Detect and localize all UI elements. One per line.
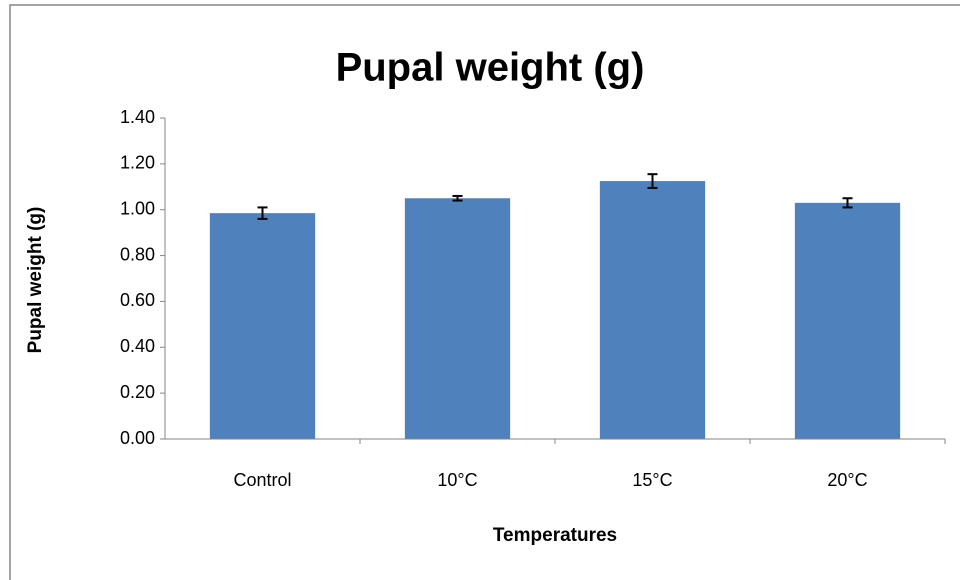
bar	[794, 202, 901, 439]
x-tick-label: Control	[233, 470, 291, 490]
y-tick-label: 0.60	[120, 290, 155, 310]
x-tick-label: 10°C	[437, 470, 477, 490]
y-tick-label: 0.20	[120, 382, 155, 402]
error-bar	[452, 194, 463, 202]
bar	[209, 213, 316, 439]
y-tick-label: 1.00	[120, 198, 155, 218]
y-tick-label: 1.40	[120, 107, 155, 127]
y-axis-label: Pupal weight (g)	[25, 207, 46, 354]
y-tick-label: 0.00	[120, 428, 155, 448]
error-bar	[647, 173, 658, 189]
error-bar	[842, 197, 853, 209]
y-tick-label: 1.20	[120, 153, 155, 173]
y-tick-label: 0.80	[120, 244, 155, 264]
error-bar	[257, 206, 268, 220]
x-tick-label: 20°C	[827, 470, 867, 490]
chart-title: Pupal weight (g)	[336, 46, 645, 90]
x-tick-label: 15°C	[632, 470, 672, 490]
y-tick-label: 0.40	[120, 336, 155, 356]
bar	[404, 198, 511, 439]
bar	[599, 181, 706, 439]
x-axis-label: Temperatures	[493, 525, 617, 546]
